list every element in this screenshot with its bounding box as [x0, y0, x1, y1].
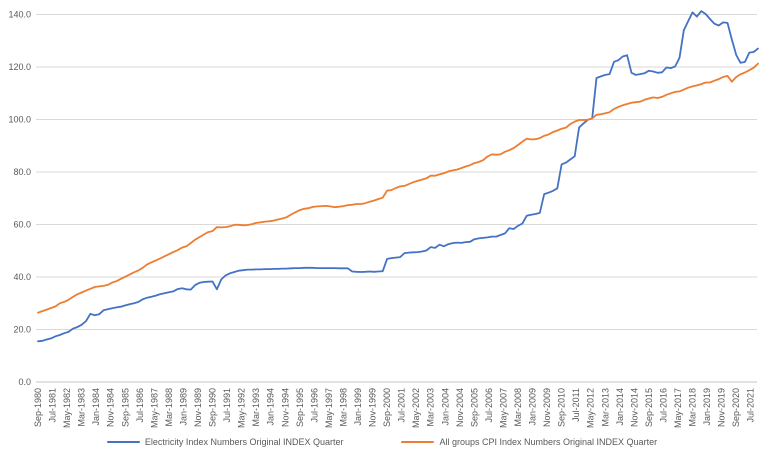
x-axis-tick-label: Sep-1990	[208, 388, 218, 427]
x-axis-tick-label: Jan-1989	[178, 388, 188, 426]
x-axis-tick-label: Mar-1988	[164, 388, 174, 427]
y-axis-tick-label: 0.0	[18, 377, 31, 387]
x-axis-tick-label: Nov-2004	[455, 388, 465, 427]
x-axis-tick-label: Jul-1991	[222, 388, 232, 423]
x-axis-tick-label: Jan-1994	[266, 388, 276, 426]
x-axis-tick-label: Sep-1985	[120, 388, 130, 427]
legend-line-sample-electricity	[106, 440, 140, 444]
x-axis-tick-label: Jul-1981	[48, 388, 58, 423]
legend-line-sample-cpi	[401, 440, 435, 444]
y-axis-tick-label: 100.0	[8, 115, 31, 125]
x-axis-tick-label: Nov-2014	[629, 388, 639, 427]
x-axis-tick-label: Sep-2000	[382, 388, 392, 427]
x-axis-tick-label: Jul-2006	[484, 388, 494, 423]
x-axis-tick-label: Nov-1984	[106, 388, 116, 427]
x-axis-tick-label: May-2002	[411, 388, 421, 428]
cpi-series-line	[37, 62, 759, 314]
legend-label-cpi: All groups CPI Index Numbers Original IN…	[439, 436, 658, 447]
x-axis-tick-label: Jul-1986	[135, 388, 145, 423]
x-axis-tick-label: Nov-1994	[280, 388, 290, 427]
x-axis-tick-label: Sep-1980	[33, 388, 43, 427]
x-axis-tick-label: May-1987	[149, 388, 159, 428]
x-axis-tick-label: Jan-2019	[702, 388, 712, 426]
x-axis-tick-label: Jul-2001	[397, 388, 407, 423]
legend-item-cpi[interactable]: All groups CPI Index Numbers Original IN…	[401, 436, 658, 447]
x-axis-tick-label: May-2007	[498, 388, 508, 428]
y-axis-tick-label: 140.0	[8, 10, 31, 20]
x-axis-tick-label: May-1997	[324, 388, 334, 428]
y-axis-tick-label: 20.0	[13, 325, 31, 335]
x-axis-tick-label: Mar-2013	[600, 388, 610, 427]
x-axis-tick-label: Nov-1989	[193, 388, 203, 427]
x-axis-tick-label: Nov-1999	[368, 388, 378, 427]
x-axis-tick-label: Jul-1996	[309, 388, 319, 423]
x-axis-tick-label: Jan-2009	[528, 388, 538, 426]
electricity-series-line	[37, 10, 759, 343]
x-axis-tick-label: Sep-2020	[731, 388, 741, 427]
x-axis-tick-label: Mar-2018	[688, 388, 698, 427]
x-axis-tick-label: May-1992	[237, 388, 247, 428]
x-axis-tick-label: Jul-2016	[658, 388, 668, 423]
x-axis-tick-label: Sep-2010	[557, 388, 567, 427]
x-axis-tick-label: Jan-2014	[615, 388, 625, 426]
x-axis-tick-label: Mar-1998	[338, 388, 348, 427]
y-axis-tick-label: 60.0	[13, 220, 31, 230]
y-axis-tick-label: 120.0	[8, 62, 31, 72]
legend-label-electricity: Electricity Index Numbers Original INDEX…	[144, 436, 344, 447]
x-axis-tick-label: Mar-1983	[77, 388, 87, 427]
legend-item-electricity[interactable]: Electricity Index Numbers Original INDEX…	[106, 436, 344, 447]
x-axis-tick-label: Jul-2011	[571, 388, 581, 422]
x-axis-tick-label: May-1982	[62, 388, 72, 428]
y-axis-tick-label: 80.0	[13, 167, 31, 177]
x-axis-tick-label: Nov-2009	[542, 388, 552, 427]
x-axis-tick-label: Jan-1999	[353, 388, 363, 426]
x-axis-tick-label: Jan-1984	[91, 388, 101, 426]
x-axis-tick-label: Jan-2004	[440, 388, 450, 426]
plot-area: 0.0 20.0 40.0 60.0 80.0 100.0 120.0 140.0 Sep-19…	[8, 10, 759, 428]
x-axis-tick-label: Mar-2003	[426, 388, 436, 427]
x-axis-tick-label: Nov-2019	[717, 388, 727, 427]
x-axis-tick-label: Sep-2005	[469, 388, 479, 427]
x-axis-tick-label: Jul-2021	[746, 388, 756, 423]
x-axis-tick-label: Sep-2015	[644, 388, 654, 427]
chart-legend: Electricity Index Numbers Original INDEX…	[0, 432, 764, 452]
x-axis-tick-label: May-2012	[586, 388, 596, 428]
x-axis-tick-label: Mar-1993	[251, 388, 261, 427]
x-axis-tick-label: Mar-2008	[513, 388, 523, 427]
y-axis-tick-label: 40.0	[13, 272, 31, 282]
x-axis-tick-label: Sep-1995	[295, 388, 305, 427]
x-axis-tick-label: May-2017	[673, 388, 683, 428]
